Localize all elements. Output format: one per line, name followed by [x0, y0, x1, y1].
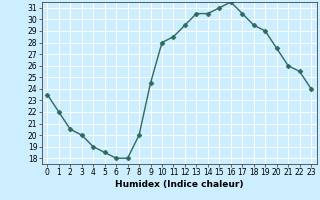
X-axis label: Humidex (Indice chaleur): Humidex (Indice chaleur) — [115, 180, 244, 189]
